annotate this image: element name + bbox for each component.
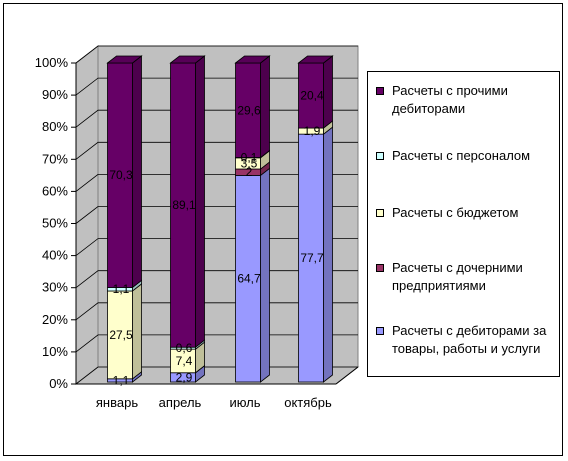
x-category-label: октябрь (284, 395, 332, 410)
bar-segment-side (260, 167, 270, 383)
bar-segment-side (132, 283, 142, 380)
data-label: 27,5 (109, 328, 133, 342)
bars (106, 55, 334, 383)
data-label: 2,9 (176, 370, 193, 384)
legend-label: Расчеты с бюджетом (392, 205, 519, 220)
y-tick-label: 90% (42, 87, 68, 102)
data-label: 0,1 (241, 151, 258, 165)
legend-label: Расчеты с дочерними предприятиями (392, 260, 523, 293)
y-axis: 0% 10% 20% 30% 40% 50% 60% 70% 80% 90% 100% (35, 55, 77, 391)
bar-top (297, 55, 334, 64)
data-label: 1,1 (113, 373, 130, 387)
y-tick-label: 80% (42, 119, 68, 134)
y-tick-label: 20% (42, 312, 68, 327)
legend-label: Расчеты с дебиторами за товары, работы и… (392, 323, 547, 356)
y-tick-label: 40% (42, 248, 68, 263)
data-label: 2 (246, 165, 253, 179)
bar-top (106, 55, 143, 64)
gridlines (75, 45, 358, 385)
legend-swatch (376, 327, 384, 335)
gridline (75, 238, 358, 256)
bar-top (234, 55, 271, 64)
bar-segment (298, 62, 324, 129)
data-label: 7,4 (176, 354, 193, 368)
legend-swatch (376, 209, 384, 217)
legend-swatch (376, 264, 384, 272)
y-tick-label: 70% (42, 151, 68, 166)
data-label: 1,9 (304, 124, 321, 138)
bar-segment-side (323, 126, 333, 383)
x-category-label: январь (96, 395, 138, 410)
data-label: 77,7 (300, 251, 324, 265)
bar-segment-side (323, 55, 333, 129)
gridline (75, 334, 358, 353)
data-label: 89,1 (172, 198, 196, 212)
x-category-label: апрель (159, 395, 202, 410)
gridline (75, 366, 358, 385)
legend-label: Расчеты с прочими дебиторами (392, 83, 508, 116)
y-tick-label: 30% (42, 280, 68, 295)
data-labels: 1,1 27,5 1,1 70,3 2,9 7,40,6 89,1 64,7 23,50,1 29… (109, 89, 324, 388)
data-label: 1,1 (113, 282, 130, 296)
bar-segment (235, 175, 261, 383)
legend-label: Расчеты с персоналом (392, 148, 531, 163)
bar-segment (107, 290, 133, 380)
legend-swatch (376, 87, 384, 95)
data-label: 0,6 (176, 341, 193, 355)
data-label: 70,3 (109, 168, 133, 182)
y-tick-label: 60% (42, 183, 68, 198)
x-axis: январь апрель июль октябрь (76, 366, 359, 410)
bar-segment (107, 62, 133, 288)
bar-segment-side (195, 55, 205, 349)
gridline (75, 270, 358, 289)
gridline (75, 109, 358, 128)
gridline (75, 302, 358, 321)
x-axis-depth-line (335, 366, 359, 385)
gridline (75, 173, 358, 192)
x-category-label: июль (229, 395, 260, 410)
legend-swatch (376, 152, 384, 160)
data-label: 64,7 (237, 272, 261, 286)
y-tick-label: 100% (35, 55, 69, 70)
legend: Расчеты с прочими дебиторами Расчеты с пе… (367, 71, 560, 377)
data-label: 3,5 (241, 156, 258, 170)
gridline (75, 206, 358, 224)
bar-segment (298, 133, 324, 383)
y-tick-label: 10% (42, 344, 68, 359)
gridline (75, 45, 358, 64)
gridline (75, 77, 358, 96)
y-tick-label: 0% (49, 376, 68, 391)
bar-top (169, 55, 206, 64)
y-tick-label: 50% (42, 216, 68, 231)
bar-segment (170, 62, 196, 348)
bar-segment-side (132, 55, 142, 289)
gridline (75, 141, 358, 160)
data-label: 20,4 (300, 89, 324, 103)
data-label: 29,6 (237, 103, 261, 117)
bar-segment-side (260, 55, 270, 159)
